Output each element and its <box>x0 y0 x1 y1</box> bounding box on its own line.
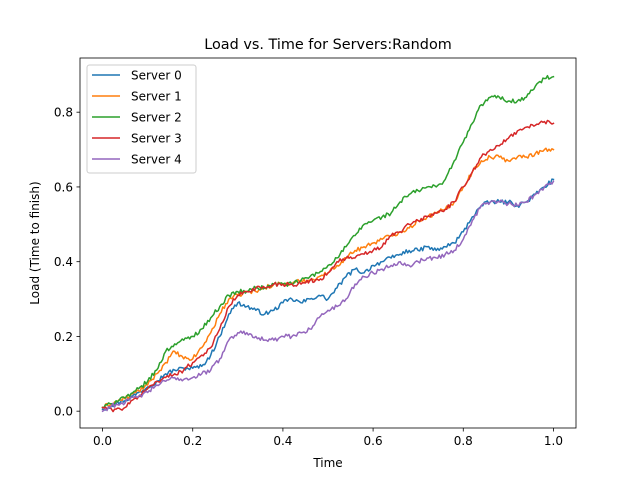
series-layer <box>101 74 555 413</box>
y-axis-ticks: 0.0 0.2 0.4 0.6 0.8 <box>54 106 80 419</box>
x-tick-label: 0.6 <box>364 434 383 448</box>
series-line-server-2 <box>101 74 555 409</box>
x-axis-ticks: 0.0 0.2 0.4 0.6 0.8 1.0 <box>93 428 563 448</box>
series-line-server-4 <box>101 180 555 413</box>
x-tick-label: 0.0 <box>93 434 112 448</box>
chart-title: Load vs. Time for Servers:Random <box>204 37 452 53</box>
x-tick-label: 1.0 <box>544 434 563 448</box>
y-tick-label: 0.2 <box>54 330 73 344</box>
legend-label-server-4: Server 4 <box>131 153 182 167</box>
y-tick-label: 0.6 <box>54 180 73 194</box>
y-tick-label: 0.8 <box>54 106 73 120</box>
series-line-server-3 <box>101 119 555 413</box>
y-tick-label: 0.4 <box>54 255 73 269</box>
x-axis-label: Time <box>312 456 342 470</box>
legend-label-server-2: Server 2 <box>131 111 182 125</box>
legend-label-server-3: Server 3 <box>131 132 182 146</box>
x-tick-label: 0.4 <box>273 434 292 448</box>
y-axis-label: Load (Time to finish) <box>28 181 42 304</box>
legend-label-server-1: Server 1 <box>131 90 182 104</box>
legend-label-server-0: Server 0 <box>131 69 182 83</box>
x-tick-label: 0.8 <box>454 434 473 448</box>
plot-frame <box>79 57 577 429</box>
x-tick-label: 0.2 <box>183 434 202 448</box>
legend-box <box>86 64 197 174</box>
y-tick-label: 0.0 <box>54 405 73 419</box>
legend: Server 0 Server 1 Server 2 Server 3 Server 4 <box>86 64 197 174</box>
